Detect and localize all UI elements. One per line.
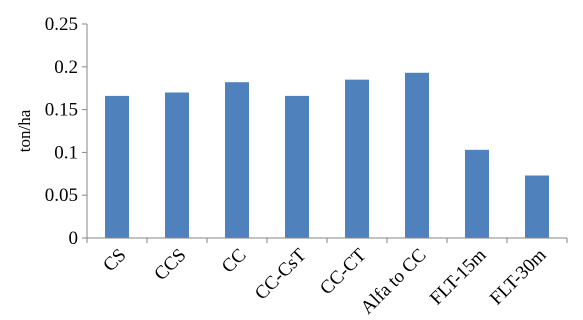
- y-tick-label: 0.25: [45, 14, 78, 35]
- x-tick-label: CS: [99, 245, 130, 276]
- bar: [105, 95, 129, 239]
- bar: [225, 82, 249, 238]
- y-tick-label: 0.2: [54, 57, 78, 78]
- x-tick-label: FLT-30m: [486, 245, 551, 310]
- x-tick-label: FLT-15m: [426, 245, 491, 310]
- bar: [345, 79, 369, 238]
- bar-series: [105, 72, 549, 239]
- bar: [465, 149, 489, 238]
- axes: [82, 23, 568, 243]
- x-tick-label: CC-CT: [316, 244, 371, 299]
- y-axis-ticks: 0 0.05 0.1 0.15 0.2 0.25: [45, 14, 78, 249]
- x-tick-label: CC: [218, 245, 251, 278]
- y-axis-title: ton/ha: [15, 109, 34, 152]
- bar: [405, 72, 429, 239]
- bar: [525, 175, 549, 238]
- x-tick-label: CCS: [150, 245, 190, 285]
- bar: [285, 95, 309, 239]
- bar: [165, 92, 189, 238]
- y-tick-label: 0: [69, 228, 79, 249]
- x-tick-label: Alfa to CC: [357, 245, 431, 319]
- x-tick-label: CC-CsT: [251, 244, 311, 304]
- y-tick-label: 0.05: [45, 185, 78, 206]
- y-tick-label: 0.15: [45, 100, 78, 121]
- y-tick-label: 0.1: [54, 142, 78, 163]
